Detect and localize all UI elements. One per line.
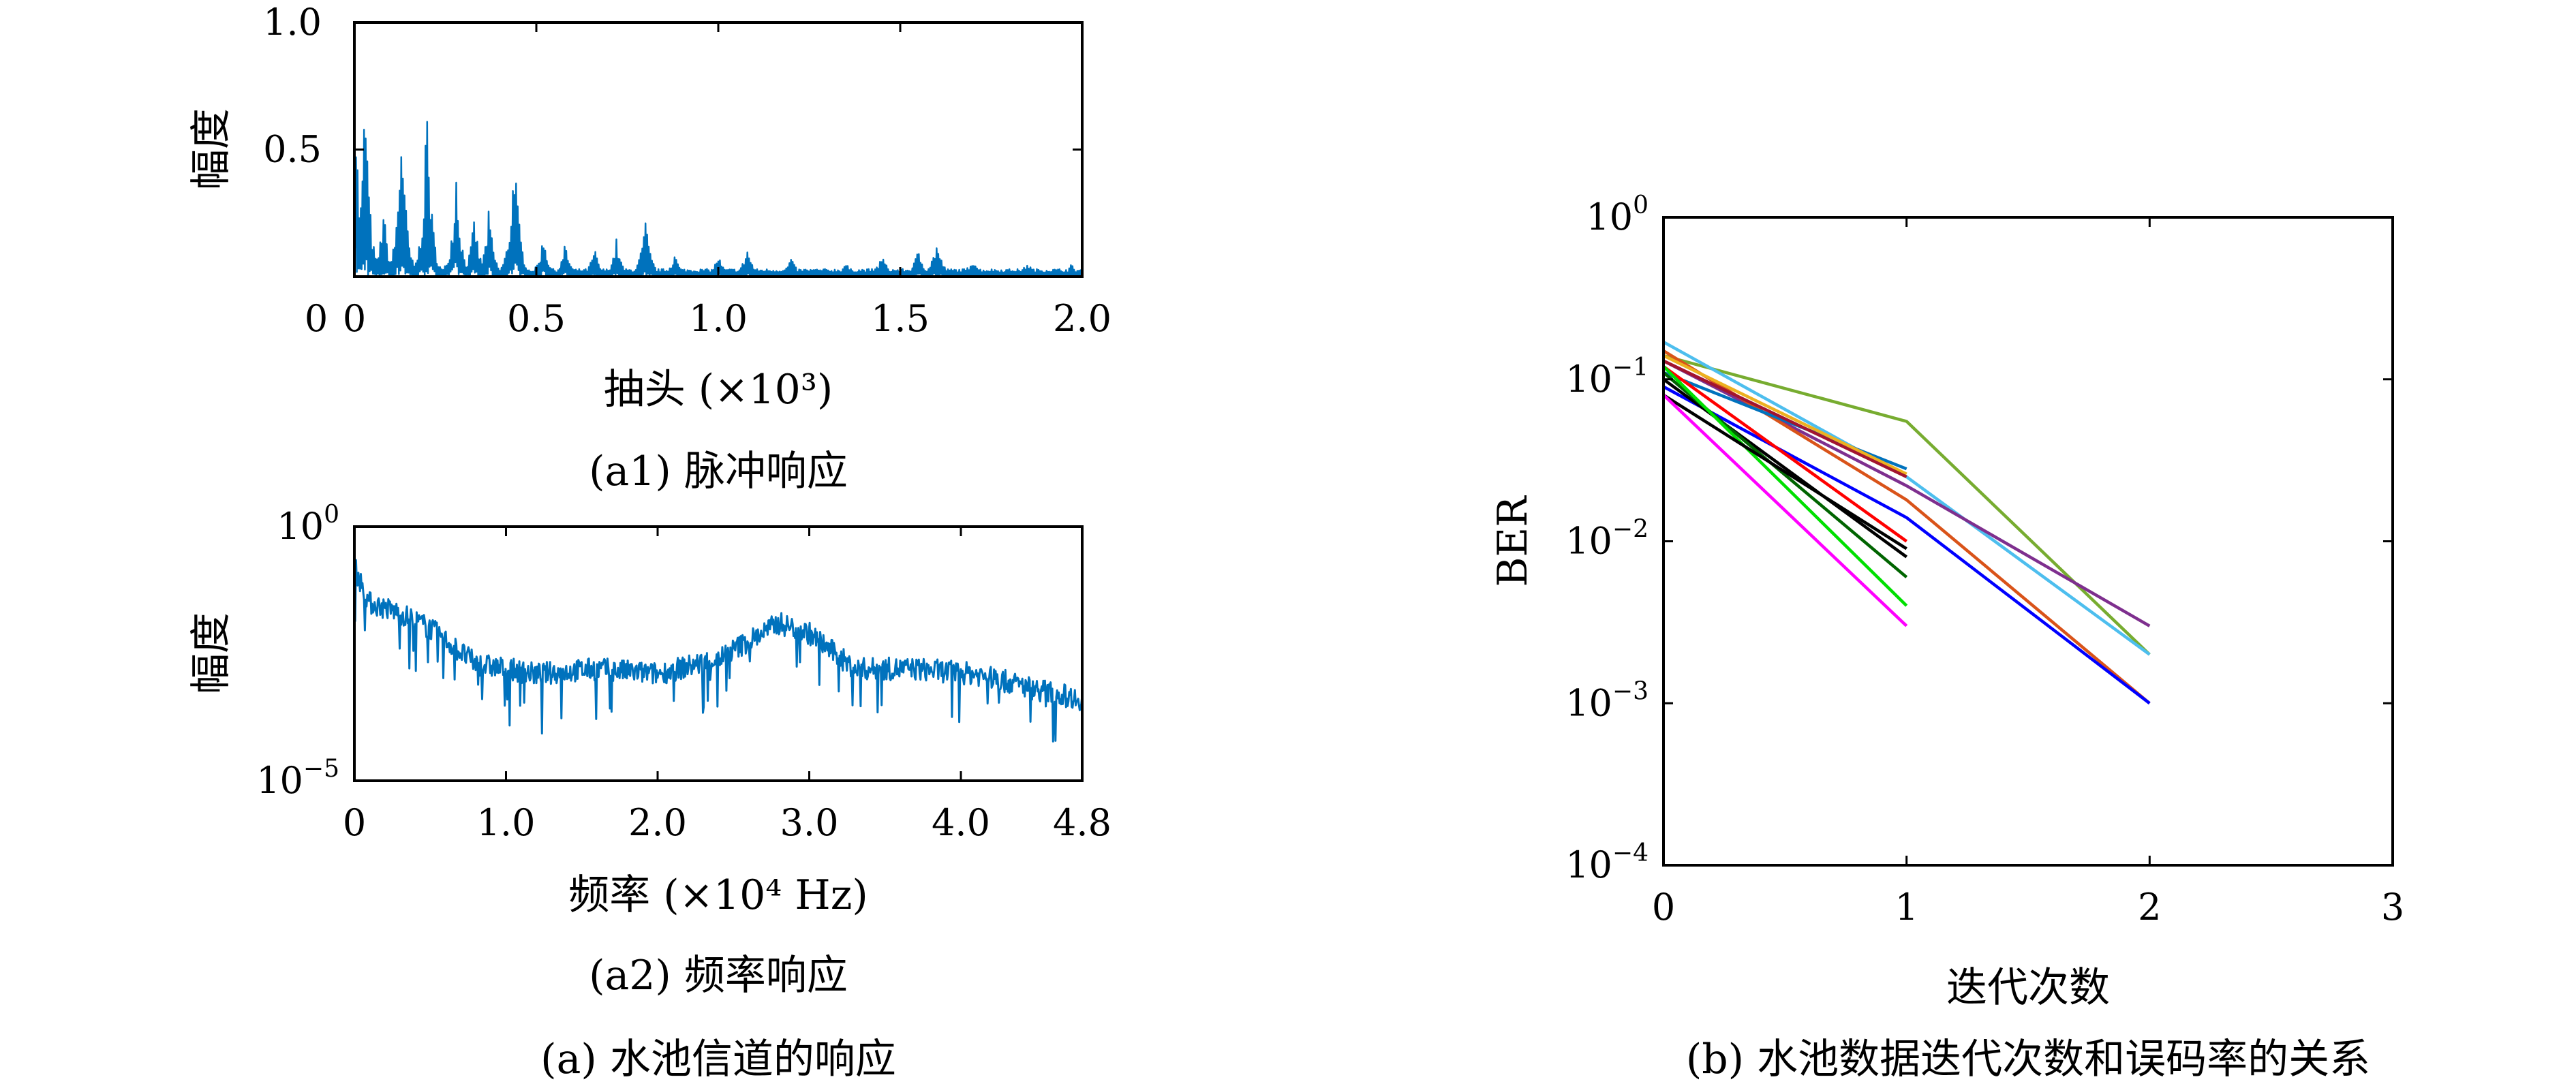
impulse-response-caption: (a1) 脉冲响应 <box>589 448 848 495</box>
frequency-response-ytick-label-exponent: −5 <box>303 755 339 783</box>
ber-plot <box>1662 341 2151 705</box>
impulse-response-xtick-label: 1.0 <box>689 297 748 340</box>
ber-frame <box>1662 216 2394 867</box>
impulse-response-xtick-label: 0 <box>343 297 366 340</box>
impulse-response-xlabel: 抽头 (×10³) <box>604 366 833 414</box>
frequency-response-xtick-label: 3.0 <box>780 801 839 844</box>
ber-series-line-8 <box>1663 359 1907 478</box>
impulse-response-ticks: 0 0.5 1.0 1.5 2.0 0.5 1.0 0 <box>263 1 1111 340</box>
ber-ytick-label: 10−2 <box>1565 516 1649 563</box>
ber-ylabel: BER <box>1489 495 1537 587</box>
ber-ytick-label-exponent: −2 <box>1612 516 1649 544</box>
frequency-response-xtick-label: 2.0 <box>628 801 687 844</box>
ber-ytick-label: 100 <box>1586 191 1649 238</box>
impulse-response-xtick-label: 1.5 <box>871 297 930 340</box>
ber-ytick-label-base: 10 <box>1586 196 1633 238</box>
ber-ytick-label-base: 10 <box>1565 520 1612 563</box>
ber-series-line-13 <box>1662 393 1907 550</box>
frequency-response-xtick-label: 4.0 <box>932 801 990 844</box>
ber-xtick-label: 2 <box>2138 886 2161 929</box>
impulse-response-panel: 0 0.5 1.0 1.5 2.0 0.5 1.0 0 抽头 (×10³) 幅度 (a1) 脉… <box>187 1 1111 495</box>
ber-ytick-label: 10−3 <box>1565 677 1649 724</box>
ber-xlabel: 迭代次数 <box>1946 964 2110 1012</box>
ber-ytick-label: 10−1 <box>1565 354 1649 401</box>
impulse-response-xtick-label: 0.5 <box>507 297 566 340</box>
ber-xtick-label: 3 <box>2381 886 2404 929</box>
frequency-response-xtick-label: 1.0 <box>477 801 536 844</box>
ber-ytick-label-exponent: −1 <box>1612 354 1649 382</box>
ber-series-line-4 <box>1662 349 2151 705</box>
ber-series-line-1 <box>1663 354 2151 656</box>
impulse-response-ytick-label: 0.5 <box>263 128 322 171</box>
impulse-response-origin-label: 0 <box>305 297 328 340</box>
ber-series-line-12 <box>1662 365 1908 607</box>
frequency-response-xlabel: 频率 (×10⁴ Hz) <box>568 871 868 919</box>
frequency-response-ytick-label-base: 10 <box>256 759 303 802</box>
ber-ytick-label: 10−4 <box>1565 839 1649 886</box>
ber-xtick-label: 0 <box>1652 886 1675 929</box>
frequency-response-ylabel: 幅度 <box>187 612 235 694</box>
frequency-response-ytick-label-exponent: 0 <box>324 501 339 529</box>
frequency-response-ytick-label: 10−5 <box>256 755 339 802</box>
frequency-response-caption: (a2) 频率响应 <box>589 952 848 999</box>
ber-ytick-label-exponent: −4 <box>1612 839 1649 867</box>
left-figure-caption: (a) 水池信道的响应 <box>540 1036 896 1083</box>
impulse-response-frame <box>353 21 1084 278</box>
ber-series-line-7 <box>1663 354 1907 476</box>
impulse-response-xtick-label: 2.0 <box>1053 297 1111 340</box>
frequency-response-frame <box>353 525 1084 782</box>
impulse-response-ylabel: 幅度 <box>187 108 235 190</box>
frequency-response-plot <box>353 559 1084 743</box>
frequency-response-xtick-label: 0 <box>343 801 366 844</box>
ber-ytick-label-exponent: −3 <box>1612 677 1649 705</box>
impulse-response-plot <box>353 121 1084 278</box>
frequency-response-line <box>353 559 1084 743</box>
frequency-response-ytick-label-base: 10 <box>277 505 324 548</box>
frequency-response-xtick-label: 4.8 <box>1053 801 1111 844</box>
impulse-response-ytick-label: 1.0 <box>263 1 322 44</box>
ber-xtick-label: 1 <box>1895 886 1918 929</box>
ber-ytick-label-base: 10 <box>1565 843 1612 886</box>
right-figure-caption: (b) 水池数据迭代次数和误码率的关系 <box>1686 1036 2370 1083</box>
ber-ytick-label-base: 10 <box>1565 681 1612 724</box>
ber-series-line-3 <box>1662 359 2151 627</box>
ber-series-line-10 <box>1662 377 1908 559</box>
ber-ytick-label-exponent: 0 <box>1633 191 1649 219</box>
ber-series-line-9 <box>1662 365 1908 543</box>
impulse-response-line <box>353 121 1084 278</box>
frequency-response-ytick-label: 100 <box>277 501 339 548</box>
ber-series-line-5 <box>1662 385 2151 705</box>
ber-ytick-label-base: 10 <box>1565 358 1612 401</box>
ber-series-line-14 <box>1662 394 1908 627</box>
